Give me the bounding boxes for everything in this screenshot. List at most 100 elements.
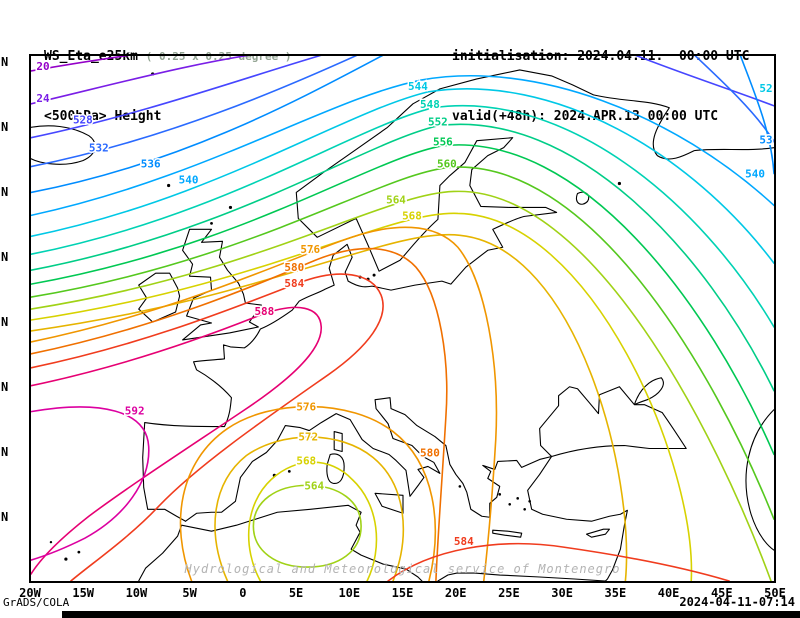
lon-axis-label: 25E <box>498 586 520 600</box>
lat-axis-label: N <box>1 315 9 329</box>
contour-584-south <box>387 542 730 581</box>
contour-572 <box>31 233 628 581</box>
contour-label: 528 <box>73 114 93 127</box>
contour-lines <box>31 56 774 581</box>
contour-576-low <box>179 405 437 581</box>
contour-572-low <box>214 436 404 581</box>
coastline-mainland <box>142 69 774 522</box>
init-time: initialisation: 2024.04.11. 00:00 UTC <box>452 49 750 64</box>
contour-label: 576 <box>300 243 320 256</box>
contour-label: 532 <box>89 142 109 155</box>
contour-592 <box>31 406 150 561</box>
header-right: initialisation: 2024.04.11. 00:00 UTC va… <box>452 7 749 167</box>
lon-axis-label: 40E <box>657 586 680 600</box>
contour-label: 568 <box>402 209 422 222</box>
contour-564 <box>31 190 772 581</box>
contour-label: 592 <box>125 405 145 418</box>
contour-label: 548 <box>420 98 440 111</box>
island-speck <box>528 500 531 503</box>
island-speck <box>617 181 622 186</box>
contour-label: 20 <box>36 60 49 73</box>
coastlines <box>31 69 774 581</box>
contour-label: 568 <box>296 454 316 467</box>
island-speck <box>523 507 526 511</box>
contour-label: 588 <box>254 305 274 318</box>
lon-axis-label: 50E <box>764 586 786 600</box>
lat-axis-label: N <box>1 250 9 264</box>
contour-map-svg: 20 24 528 532 536 540 544 548 552 556 560 564 568 576… <box>31 56 774 581</box>
contour-536 <box>31 56 384 194</box>
contour-532-east <box>694 56 774 143</box>
valid-time: valid(+48h): 2024.APR.13 00:00 UTC <box>452 109 719 124</box>
contour-label: 552 <box>428 116 448 129</box>
lon-axis-label: 0 <box>239 586 247 600</box>
island-speck <box>372 273 376 277</box>
lat-axis-label: N <box>1 120 9 134</box>
island-cyprus <box>585 528 610 538</box>
island-speck <box>167 183 171 188</box>
watermark-text: Hydrological and Meteorological service … <box>184 562 621 576</box>
island-speck <box>458 485 462 488</box>
coastline-north-africa <box>138 504 423 581</box>
lon-axis-label: 15W <box>72 586 95 600</box>
contour-552 <box>31 123 774 392</box>
contour-540 <box>31 75 774 217</box>
coastline-mediterranean <box>185 397 553 522</box>
lon-axis-label: 35E <box>604 586 627 600</box>
lon-axis-label: 30E <box>551 586 573 600</box>
island-speck <box>49 540 53 544</box>
contour-528 <box>31 56 322 139</box>
contour-label: 564 <box>386 193 406 206</box>
contour-524 <box>31 56 249 105</box>
contour-label: 544 <box>408 80 428 93</box>
model-name: WS_Eta_e25km <box>44 49 138 64</box>
contour-568 <box>31 212 693 581</box>
contour-label: 540 <box>745 168 765 181</box>
contour-584-ridge <box>31 273 384 581</box>
island-speck <box>210 221 213 225</box>
contour-label: 560 <box>437 158 457 171</box>
contour-label: 540 <box>179 174 199 187</box>
island-speck <box>508 502 512 506</box>
contour-568-low <box>247 461 378 581</box>
grads-credit: GrADS/COLA <box>3 596 70 609</box>
island-corsica <box>333 431 343 453</box>
coastline-iceland <box>31 125 96 165</box>
island-speck <box>64 557 68 561</box>
contour-label: 536 <box>141 158 161 171</box>
coastline-anatolia-levant <box>527 455 628 581</box>
contour-528-east <box>635 56 774 107</box>
lon-axis-label: 10W <box>125 586 148 600</box>
map-plot-area: 20 24 528 532 536 540 544 548 552 556 560 564 568 576… <box>29 54 776 583</box>
lon-axis-label: 5E <box>288 586 304 600</box>
contour-532 <box>31 56 358 168</box>
island-speck <box>228 205 233 210</box>
lon-axis-label: 10E <box>338 586 361 600</box>
island-sardinia <box>326 453 345 484</box>
lat-axis-label: N <box>1 185 9 199</box>
island-speck <box>516 497 519 500</box>
contour-label: 24 <box>36 92 50 105</box>
contour-label: 564 <box>304 479 324 492</box>
contour-labels: 20 24 528 532 536 540 544 548 552 556 560 564 568 576… <box>35 58 774 549</box>
contour-label: 584 <box>454 535 474 548</box>
lon-axis-label: 20W <box>19 586 41 600</box>
contour-label: 580 <box>284 261 304 274</box>
contour-536-east <box>739 56 774 175</box>
coastline-caspian <box>745 409 774 551</box>
lon-axis-label: 5W <box>182 586 197 600</box>
contour-label: 584 <box>284 277 304 290</box>
contour-label: 580 <box>420 446 440 459</box>
contour-label: 53 <box>759 134 772 147</box>
contour-576-ridge <box>31 226 498 581</box>
contour-label: 576 <box>296 401 316 414</box>
lat-axis-label: N <box>1 380 9 394</box>
contour-580-ridge <box>31 247 448 581</box>
lat-axis-label: N <box>1 55 9 69</box>
render-timestamp: 2024-04-11-07:14 <box>679 595 795 609</box>
contour-548 <box>31 104 774 328</box>
contour-label: 556 <box>433 136 453 149</box>
island-speck <box>77 550 81 554</box>
contour-560 <box>31 166 774 521</box>
